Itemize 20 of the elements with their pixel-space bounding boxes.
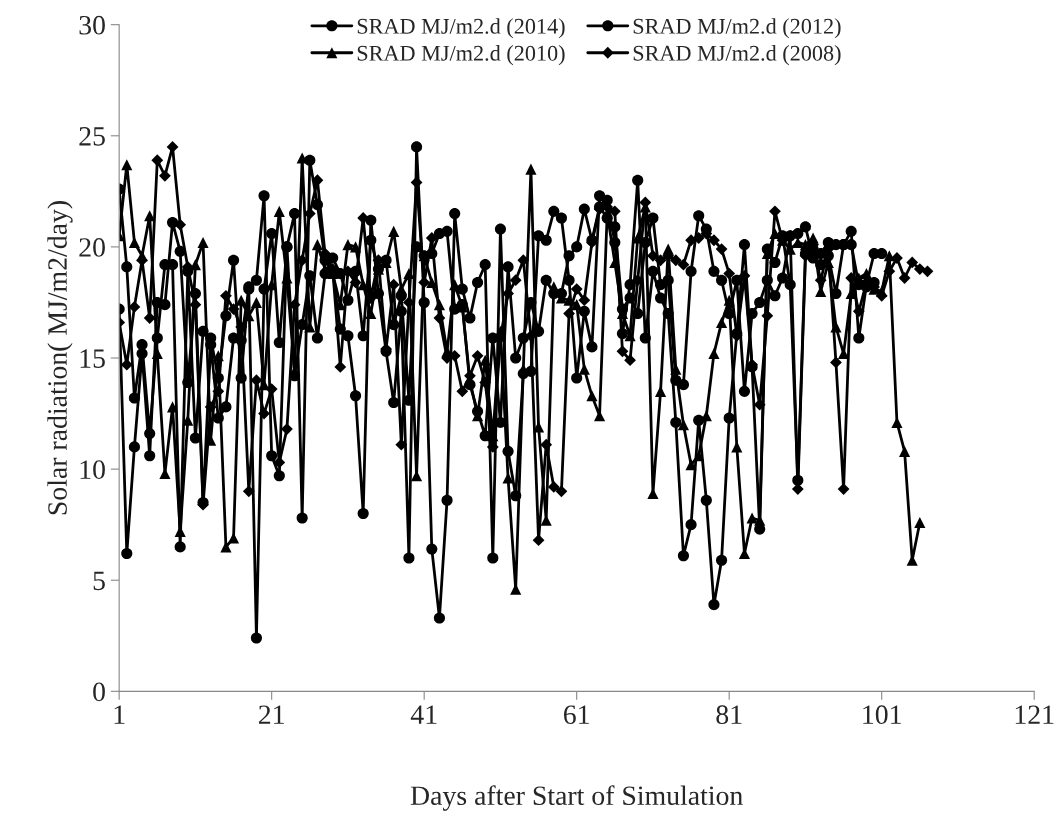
x-tick-label: 1 xyxy=(114,705,125,724)
y-tick-label: 30 xyxy=(79,15,105,35)
y-tick-label: 20 xyxy=(79,238,105,257)
legend-label: SRAD MJ/m2.d (2010) xyxy=(357,45,565,66)
y-tick-label: 0 xyxy=(93,682,105,702)
y-tick-label: 25 xyxy=(79,127,105,146)
x-tick-label: 101 xyxy=(863,705,901,725)
x-tick-label: 41 xyxy=(410,705,437,724)
legend-label: SRAD MJ/m2.d (2014) xyxy=(357,18,565,39)
y-tick-label: 15 xyxy=(80,349,105,368)
legend-label: SRAD MJ/m2.d (2008) xyxy=(633,45,841,66)
x-tick-label: 81 xyxy=(716,705,742,725)
y-tick-label: 5 xyxy=(93,571,105,591)
x-tick-label: 121 xyxy=(1015,705,1054,724)
x-tick-label: 21 xyxy=(259,705,284,724)
y-axis-title: Solar radiation( MJ/m2/day) xyxy=(47,201,73,515)
y-tick-label: 10 xyxy=(80,460,105,480)
x-tick-label: 61 xyxy=(563,705,589,725)
x-axis-title: Days after Start of Simulation xyxy=(410,785,743,811)
legend-label: SRAD MJ/m2.d (2012) xyxy=(633,18,841,39)
